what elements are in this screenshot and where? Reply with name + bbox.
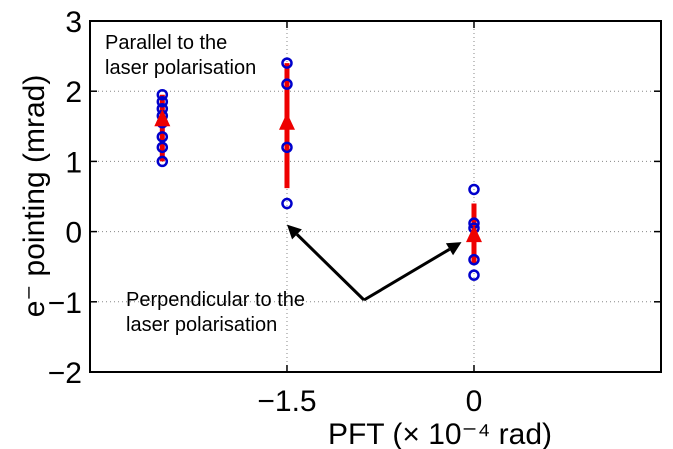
y-tick-label: 3 bbox=[65, 6, 82, 39]
annotation-parallel-text: Parallel to the bbox=[105, 32, 227, 54]
annotations: Parallel to the laser polarisation Perpend… bbox=[105, 32, 462, 336]
annotation-arrow bbox=[363, 247, 451, 302]
data-point bbox=[156, 88, 169, 101]
annotation-arrow-head bbox=[286, 224, 302, 240]
x-tick-label: 0 bbox=[466, 385, 483, 418]
plot-frame bbox=[89, 20, 662, 373]
data-point bbox=[281, 57, 293, 69]
y-tick-label: −2 bbox=[48, 357, 82, 390]
x-axis-label: PFT (× 10⁻⁴ rad) bbox=[328, 418, 552, 449]
data-point bbox=[156, 131, 169, 143]
mean-marker bbox=[465, 225, 482, 243]
annotation-arrow-head bbox=[445, 242, 462, 256]
mean-marker bbox=[278, 112, 295, 130]
annotation-perpendicular-text: laser polarisation bbox=[126, 314, 277, 336]
data-point bbox=[156, 141, 169, 154]
data-point bbox=[468, 269, 480, 281]
annotation-parallel-text: laser polarisation bbox=[105, 57, 256, 79]
x-axis-ticks: −1.5 0 bbox=[257, 21, 482, 418]
data-point bbox=[281, 141, 293, 154]
data-point bbox=[468, 253, 480, 266]
y-tick-label: 2 bbox=[65, 76, 82, 109]
x-tick-label: −1.5 bbox=[257, 385, 316, 418]
data-point bbox=[156, 95, 169, 108]
annotation-arrow bbox=[295, 233, 366, 302]
data-point bbox=[281, 197, 293, 210]
grid-lines bbox=[90, 21, 661, 372]
y-tick-label: −1 bbox=[48, 287, 82, 320]
y-axis-ticks: −2 −1 0 1 2 3 bbox=[48, 6, 661, 390]
data-point bbox=[281, 78, 293, 90]
data-point bbox=[468, 183, 480, 196]
y-tick-label: 0 bbox=[65, 217, 82, 250]
annotation-perpendicular-text: Perpendicular to the bbox=[126, 289, 305, 311]
y-axis-label: e⁻ pointing (mrad) bbox=[18, 75, 51, 318]
y-tick-label: 1 bbox=[65, 146, 82, 179]
mean-marker bbox=[154, 109, 171, 127]
data-point bbox=[156, 155, 169, 168]
data-marks bbox=[154, 57, 482, 281]
